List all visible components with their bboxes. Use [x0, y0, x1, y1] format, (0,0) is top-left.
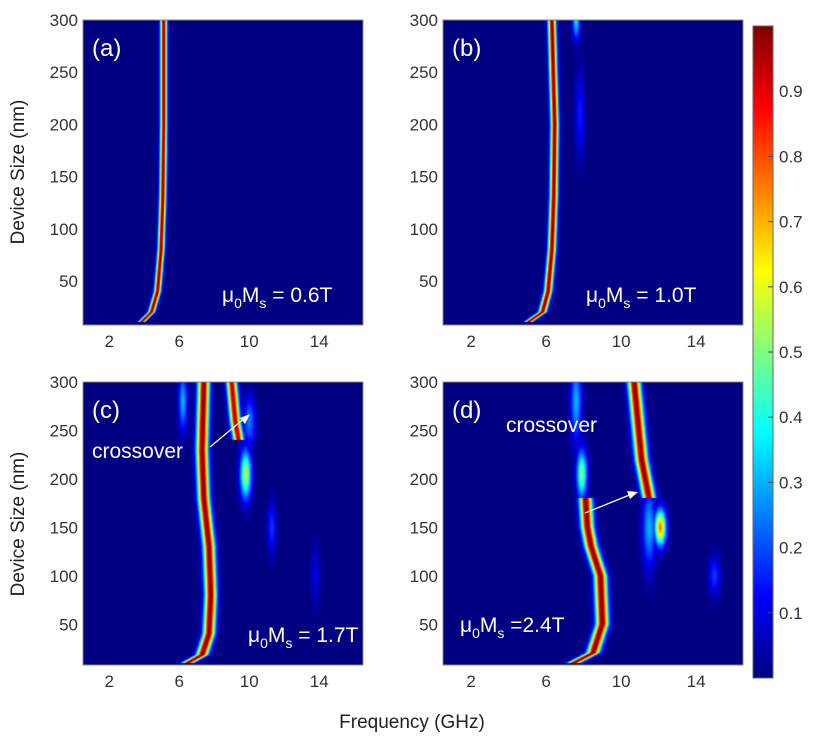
panel-d-crossover-arrow [584, 493, 633, 514]
x-tick-label: 10 [612, 332, 631, 351]
panel-b-frame [442, 19, 744, 326]
x-tick-label: 10 [612, 672, 631, 691]
panel-a-annotation: μ0Ms = 0.6T [222, 284, 333, 311]
colorbar-tick-label: 0.3 [779, 473, 803, 492]
heatmap-b [443, 20, 743, 325]
x-tick-label: 14 [687, 672, 706, 691]
panel-c: (c) crossover μ0Ms = 1.7T [82, 381, 364, 666]
y-tick-label: 300 [410, 11, 438, 30]
y-tick-label: 150 [410, 168, 438, 187]
heatmap-d [443, 382, 743, 665]
y-tick-label: 50 [59, 272, 78, 291]
y-tick-label: 200 [50, 470, 78, 489]
y-tick-label: 250 [410, 421, 438, 440]
colorbar-gradient [753, 26, 773, 678]
y-tick-label: 50 [419, 615, 438, 634]
x-tick-label: 2 [105, 332, 114, 351]
x-tick-label: 14 [310, 332, 329, 351]
colorbar-tick-label: 0.2 [779, 539, 803, 558]
colorbar-tick-label: 0.1 [779, 604, 803, 623]
y-axis-title-bottom: Device Size (nm) [8, 452, 29, 597]
colorbar-tick-label: 0.4 [779, 408, 803, 427]
y-tick-label: 300 [50, 373, 78, 392]
colorbar: 0.1 0.2 0.3 0.4 0.5 0.6 0.7 0.8 0.9 [752, 25, 803, 679]
y-tick-label: 200 [410, 115, 438, 134]
y-tick-label: 200 [50, 115, 78, 134]
panel-c-annotation: μ0Ms = 1.7T [248, 624, 359, 651]
y-tick-label: 100 [410, 220, 438, 239]
x-tick-label: 2 [105, 672, 114, 691]
x-tick-label: 6 [541, 332, 550, 351]
panel-d-frame [442, 381, 744, 666]
y-tick-label: 150 [50, 168, 78, 187]
x-tick-label: 6 [175, 332, 184, 351]
y-tick-label: 50 [59, 615, 78, 634]
x-tick-label: 10 [240, 332, 259, 351]
y-tick-label: 100 [410, 567, 438, 586]
panel-d-crossover-label: crossover [506, 414, 597, 437]
panel-a-frame [82, 19, 364, 326]
colorbar-tick-label: 0.7 [779, 213, 803, 232]
y-tick-label: 300 [50, 11, 78, 30]
panel-d-crossover-arrowhead [627, 491, 638, 499]
x-tick-label: 10 [240, 672, 259, 691]
panel-d-annotation: μ0Ms =2.4T [460, 614, 565, 641]
y-tick-label: 200 [410, 470, 438, 489]
x-tick-label: 14 [687, 332, 706, 351]
x-axis-title: Frequency (GHz) [339, 712, 485, 733]
colorbar-tick-label: 0.8 [779, 147, 803, 166]
panel-c-label: (c) [92, 397, 120, 424]
panel-a: (a) μ0Ms = 0.6T [82, 19, 364, 326]
x-tick-label: 6 [175, 672, 184, 691]
y-tick-label: 250 [50, 421, 78, 440]
y-tick-label: 250 [410, 63, 438, 82]
panel-b-annotation: μ0Ms = 1.0T [586, 284, 697, 311]
panel-c-crossover-arrowhead [240, 414, 250, 424]
x-tick-label: 2 [466, 332, 475, 351]
x-tick-label: 2 [466, 672, 475, 691]
y-tick-label: 300 [410, 373, 438, 392]
panel-d-label: (d) [452, 397, 481, 424]
colorbar-ticks: 0.1 0.2 0.3 0.4 0.5 0.6 0.7 0.8 0.9 [768, 82, 803, 623]
y-tick-label: 50 [419, 272, 438, 291]
x-tick-label: 6 [541, 672, 550, 691]
panel-c-crossover-label: crossover [92, 440, 183, 463]
colorbar-tick-label: 0.5 [779, 343, 803, 362]
x-tick-label: 14 [310, 672, 329, 691]
y-axis-title-top: Device Size (nm) [8, 100, 29, 245]
panel-c-frame [82, 381, 364, 666]
panel-b: (b) μ0Ms = 1.0T [442, 19, 744, 326]
y-tick-label: 150 [50, 518, 78, 537]
y-tick-label: 150 [410, 518, 438, 537]
panel-b-label: (b) [452, 35, 481, 62]
colorbar-tick-label: 0.9 [779, 82, 803, 101]
y-tick-label: 100 [50, 567, 78, 586]
heatmap-a [83, 20, 363, 325]
heatmap-c [83, 382, 363, 665]
panel-d: (d) crossover μ0Ms =2.4T [442, 381, 744, 666]
y-tick-label: 250 [50, 63, 78, 82]
panel-c-crossover-arrow [209, 416, 247, 448]
y-tick-label: 100 [50, 220, 78, 239]
panel-a-label: (a) [92, 35, 121, 62]
colorbar-tick-label: 0.6 [779, 278, 803, 297]
